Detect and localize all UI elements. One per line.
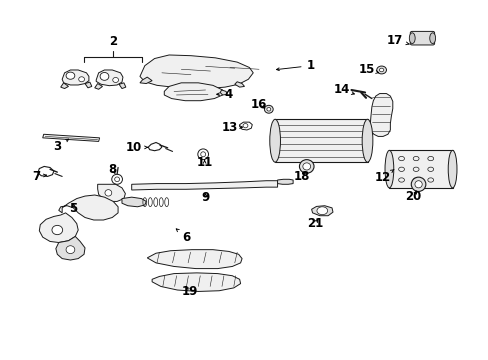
Polygon shape (147, 249, 242, 269)
Polygon shape (277, 179, 292, 184)
Text: 8: 8 (108, 163, 116, 176)
FancyBboxPatch shape (409, 31, 434, 45)
Ellipse shape (299, 159, 313, 173)
Text: 13: 13 (222, 121, 242, 134)
Ellipse shape (316, 207, 327, 215)
FancyBboxPatch shape (388, 150, 452, 188)
Ellipse shape (376, 66, 386, 74)
Ellipse shape (66, 72, 75, 79)
Polygon shape (131, 181, 277, 190)
Polygon shape (61, 83, 68, 89)
Polygon shape (140, 55, 253, 89)
Text: 1: 1 (276, 59, 314, 72)
Text: 9: 9 (201, 192, 209, 204)
Ellipse shape (105, 190, 112, 196)
Text: 19: 19 (182, 285, 198, 298)
Text: 18: 18 (293, 170, 309, 183)
Text: 10: 10 (125, 141, 147, 154)
Polygon shape (95, 84, 102, 89)
Ellipse shape (302, 163, 310, 170)
Text: 15: 15 (358, 63, 378, 76)
Ellipse shape (379, 68, 383, 72)
Ellipse shape (266, 108, 270, 111)
Polygon shape (59, 195, 118, 220)
Ellipse shape (52, 225, 62, 235)
Text: 7: 7 (32, 170, 46, 183)
Ellipse shape (269, 119, 280, 162)
Polygon shape (39, 213, 78, 243)
Ellipse shape (447, 150, 456, 188)
Text: 4: 4 (216, 88, 233, 101)
Text: 5: 5 (69, 202, 77, 215)
Text: 14: 14 (333, 84, 354, 96)
Ellipse shape (410, 177, 425, 192)
Polygon shape (56, 237, 85, 260)
Ellipse shape (362, 119, 372, 162)
Polygon shape (119, 83, 125, 89)
Text: 12: 12 (374, 170, 393, 184)
Text: 16: 16 (250, 98, 267, 111)
Text: 6: 6 (176, 229, 190, 244)
Ellipse shape (408, 33, 414, 44)
Ellipse shape (414, 181, 421, 188)
Polygon shape (42, 134, 100, 141)
Polygon shape (369, 94, 392, 136)
Text: 17: 17 (386, 34, 408, 47)
Ellipse shape (79, 77, 84, 82)
FancyBboxPatch shape (275, 119, 367, 162)
Polygon shape (122, 197, 146, 207)
Text: 3: 3 (53, 139, 68, 153)
Ellipse shape (100, 72, 109, 80)
Text: 21: 21 (306, 217, 323, 230)
Text: 11: 11 (196, 156, 212, 169)
Polygon shape (311, 206, 332, 216)
Polygon shape (140, 77, 152, 84)
Polygon shape (234, 82, 244, 87)
Ellipse shape (113, 77, 118, 82)
Polygon shape (220, 90, 227, 95)
Polygon shape (85, 82, 92, 88)
Text: 2: 2 (109, 35, 117, 48)
Text: 20: 20 (405, 190, 421, 203)
Ellipse shape (66, 246, 75, 253)
Ellipse shape (264, 105, 273, 113)
Polygon shape (62, 70, 89, 85)
Polygon shape (98, 184, 125, 202)
Polygon shape (96, 70, 122, 86)
Polygon shape (152, 273, 240, 292)
Polygon shape (164, 83, 222, 101)
Ellipse shape (429, 33, 435, 44)
Ellipse shape (384, 150, 393, 188)
